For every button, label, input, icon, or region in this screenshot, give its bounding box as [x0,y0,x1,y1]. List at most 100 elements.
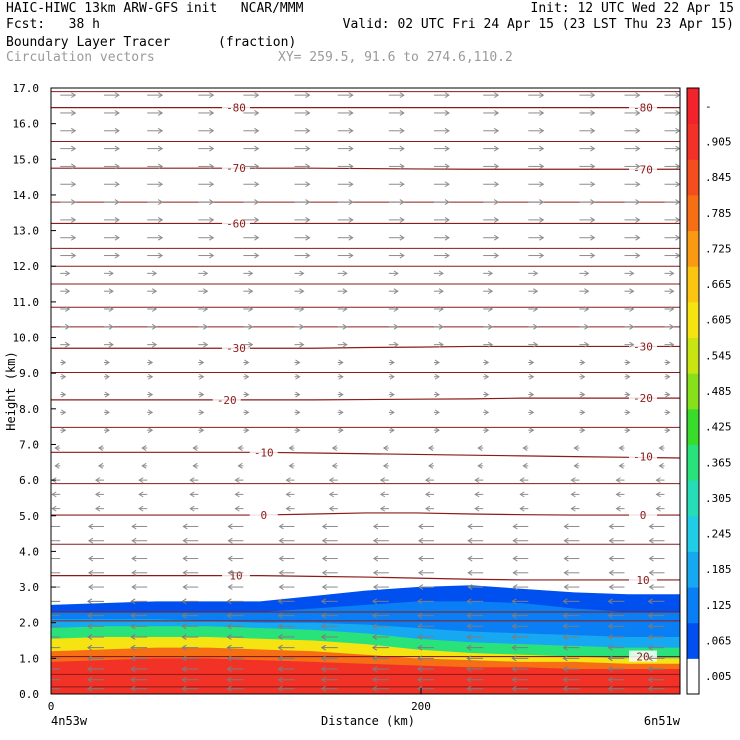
vector-arrowhead [512,569,518,576]
vector-arrowhead [608,523,614,530]
vector-arrowhead [562,666,568,672]
colorbar-swatch [687,301,699,339]
vector-arrowhead [244,359,250,366]
vector-arrowhead [44,645,48,650]
vector-arrowhead [389,409,395,416]
vector-arrowhead [444,181,450,188]
vector-arrowhead [87,644,93,651]
vector-arrowhead [70,92,77,99]
vector-arrowhead [371,634,378,640]
right-endpoint-label: 6n51w [644,714,681,728]
colorbar-swatch [687,587,699,624]
vector-arrowhead [51,505,57,512]
vector-arrowhead [434,409,440,416]
vector-arrowhead [607,644,613,651]
vector-arrowhead [648,584,654,590]
vector-arrowhead [438,288,444,295]
vector-arrowhead [305,145,311,152]
vector-arrowhead [348,199,354,205]
vector-arrowhead [522,462,528,469]
colorbar-tick-label: .905 [705,135,732,148]
y-tick-label: 9.0 [19,367,39,380]
vector-arrowhead [95,491,101,498]
vector-arrowhead [254,216,260,223]
vector-arrowhead [655,505,661,512]
vector-arrowhead [382,462,389,469]
vector-arrowhead [590,127,596,134]
vector-arrowhead [338,373,344,380]
vector-arrowhead [254,145,260,152]
vector-arrowhead [608,555,614,562]
vector-arrowhead [199,409,205,416]
vector-arrowhead [608,537,614,544]
y-tick-label: 2.0 [19,617,39,630]
vector-arrowhead [371,598,378,605]
vector-arrowhead [444,110,450,116]
vector-arrowhead [580,359,586,366]
vector-arrowhead [237,462,243,469]
vector-arrowhead [64,306,71,312]
vector-arrowhead [189,491,195,498]
vector-arrowhead [584,323,590,330]
vector-arrowhead [669,323,675,330]
vector-arrowhead [393,323,399,330]
vector-arrowhead [529,427,535,434]
vector-arrowhead [130,623,136,630]
vector-arrowhead [138,477,144,484]
contour-label: -30 [226,342,246,355]
vector-arrowhead [70,252,77,259]
vector-arrowhead [254,163,260,170]
vector-arrowhead [54,462,60,469]
colorbar-swatch [687,266,699,303]
vector-arrowhead [114,127,120,134]
vector-arrowhead [511,634,517,640]
vector-arrowhead [444,163,450,170]
vector-arrowhead [114,163,120,170]
vector-arrowhead [348,127,354,134]
colorbar-swatch [687,444,699,481]
vector-arrowhead [157,92,164,99]
vector-arrowhead [64,270,71,277]
vector-arrowhead [348,252,354,259]
vector-arrowhead [226,623,232,630]
vector-arrowhead [635,199,641,205]
vector-arrowhead [342,341,348,348]
vector-arrowhead [399,216,405,223]
vector-arrowhead [467,537,473,544]
vector-arrowhead [182,555,188,562]
vector-arrowhead [371,655,378,662]
vector-arrowhead [669,270,675,277]
contour-label: -20 [633,392,653,405]
vector-arrowhead [227,555,233,562]
vector-arrowhead [389,373,395,380]
vector-arrowhead [371,644,378,651]
vector-arrowhead [389,427,395,434]
y-tick-label: 16.0 [13,118,40,131]
vector-arrowhead [130,634,136,640]
vector-arrowhead [563,523,569,530]
colorbar-swatch [687,551,699,588]
colorbar-swatch [687,230,699,267]
contour-label: 20 [636,651,649,664]
y-tick-label: 0.0 [19,688,39,701]
vector-arrowhead [580,427,586,434]
y-axis-label: Height (km) [4,351,18,430]
vector-arrowhead [320,666,327,672]
colorbar-frame [686,87,700,695]
vector-arrowhead [95,477,101,484]
vector-arrowhead [493,216,500,223]
vector-arrowhead [562,644,568,651]
vector-arrowhead [141,445,147,451]
vector-arrowhead [389,391,395,398]
vector-arrowhead [114,110,120,116]
vector-arrowhead [199,391,205,398]
colorbar-tick-label: .005 [705,670,732,683]
vector-arrowhead [254,252,260,259]
vector-arrowhead [108,270,114,277]
vectors-label: Circulation vectors [6,50,155,65]
vector-arrowhead [70,127,77,134]
vector-arrowhead [237,445,243,451]
vector-arrowhead [539,199,545,205]
vector-arrowhead [665,359,671,366]
